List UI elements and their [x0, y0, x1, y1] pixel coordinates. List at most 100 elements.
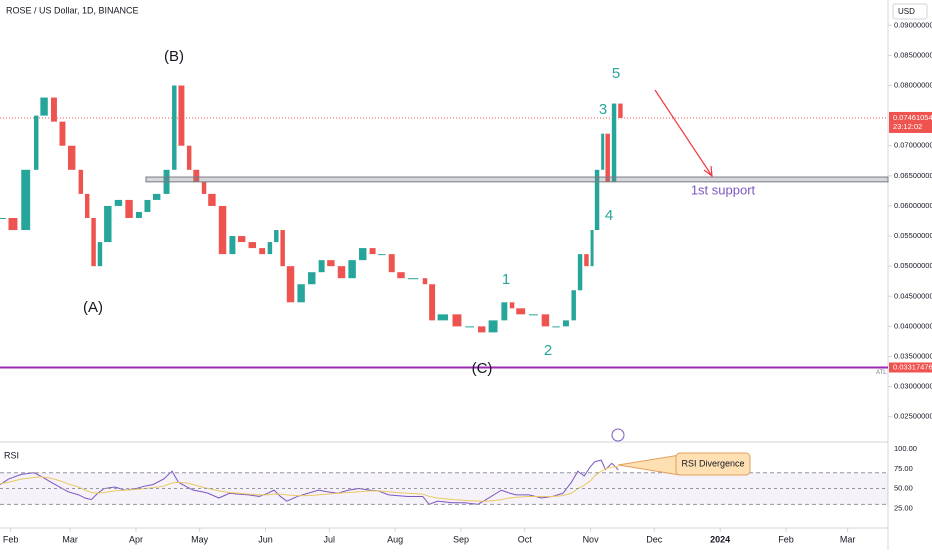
header: ROSE / US Dollar, 1D, BINANCE — [6, 5, 139, 15]
candle-body — [611, 103, 617, 182]
candle-body — [172, 85, 177, 170]
candle-body — [0, 217, 6, 219]
x-tick-label: Sep — [453, 534, 469, 544]
x-tick-label: Feb — [778, 534, 794, 544]
candle-body — [104, 205, 112, 243]
rsi-tick-label: 50.00 — [894, 484, 913, 493]
candle-body — [369, 248, 376, 255]
x-tick-label: Oct — [518, 534, 533, 544]
atl-tag — [889, 362, 932, 373]
x-tick-label: Feb — [3, 534, 19, 544]
support-label: 1st support — [691, 182, 756, 197]
candle-body — [378, 254, 386, 256]
price-tag-label: 0.07461054 — [893, 113, 932, 122]
y-tick-label: 0.06500000 — [894, 171, 932, 180]
wave-label: 3 — [599, 101, 607, 118]
candle-body — [201, 181, 207, 194]
x-tick-label: 2024 — [710, 534, 730, 544]
y-tick-label: 0.05500000 — [894, 231, 932, 240]
candle-body — [50, 97, 57, 122]
candle-body — [144, 199, 151, 212]
candle-body — [337, 266, 346, 279]
candle-body — [571, 290, 576, 321]
currency-box[interactable] — [892, 3, 928, 20]
candle-body — [78, 169, 84, 194]
x-tick-label: May — [191, 534, 209, 544]
y-tick-label: 0.05000000 — [894, 261, 932, 270]
x-tick-label: Mar — [62, 534, 78, 544]
candle-body — [125, 199, 133, 218]
rsi-tick-label: 100.00 — [894, 444, 917, 453]
candle-body — [218, 205, 227, 255]
candle-body — [67, 145, 76, 170]
y-tick-label: 0.08000000 — [894, 80, 932, 89]
candle-body — [267, 242, 273, 255]
currency: USD — [898, 7, 915, 16]
candle-body — [59, 121, 66, 146]
candle-body — [186, 145, 192, 170]
candle-body — [237, 236, 246, 243]
rsi-tick-label: 75.00 — [894, 464, 913, 473]
arrow-head — [703, 165, 713, 178]
candle-body — [193, 169, 200, 182]
y-tick-label: 0.09000000 — [894, 20, 932, 29]
y-tick-label: 0.04500000 — [894, 291, 932, 300]
candle-body — [91, 217, 96, 267]
x-tick-label: Apr — [129, 534, 143, 544]
candle-body — [516, 308, 526, 315]
arrow — [654, 89, 713, 177]
candle-body — [286, 266, 295, 303]
wave-label: (C) — [472, 360, 493, 377]
candle-body — [501, 302, 508, 321]
event-icon[interactable] — [611, 428, 625, 442]
rsi-line — [0, 459, 619, 505]
candle-body — [8, 217, 18, 231]
candle-body — [359, 248, 367, 261]
candle-body — [97, 242, 103, 267]
candle-body — [318, 260, 325, 273]
wave-label: 4 — [605, 207, 613, 224]
candle-body — [33, 115, 39, 170]
y-tick-label: 0.04000000 — [894, 321, 932, 330]
candle-body — [552, 326, 560, 328]
x-tick-label: Aug — [387, 534, 403, 544]
candle-body — [541, 314, 550, 327]
candle-body — [208, 193, 216, 206]
candle-body — [327, 260, 335, 267]
candle-body — [590, 230, 594, 267]
candle-body — [229, 236, 236, 255]
x-tick-label: Dec — [646, 534, 663, 544]
candle-body — [348, 260, 356, 279]
y-tick-label: 0.03000000 — [894, 382, 932, 391]
candle-body — [152, 193, 161, 200]
y-tick-label: 0.06000000 — [894, 201, 932, 210]
candle-body — [528, 314, 538, 316]
candle-body — [84, 193, 90, 218]
wave-label: 5 — [612, 65, 620, 82]
y-tick-label: 0.03500000 — [894, 351, 932, 360]
candle-body — [297, 284, 305, 303]
atl-tag-label: 0.03317476 — [893, 362, 932, 371]
candle-body — [452, 314, 462, 327]
y-tick-label: 0.08500000 — [894, 50, 932, 59]
countdown: 23:12:02 — [893, 122, 922, 131]
candle-body — [248, 242, 256, 249]
candle-body — [488, 320, 498, 333]
atl-tag-name: ATL — [876, 370, 887, 376]
y-tick-label: 0.02500000 — [894, 412, 932, 421]
candle-body — [422, 278, 428, 285]
candle-body — [605, 133, 610, 182]
candle-body — [21, 169, 31, 231]
candle-body — [388, 254, 395, 273]
wave-label: (B) — [164, 48, 184, 65]
candle-body — [577, 254, 583, 291]
candle-body — [584, 254, 589, 267]
wave-label: (A) — [83, 299, 103, 316]
candle-body — [429, 284, 436, 321]
candle-body — [594, 169, 600, 231]
x-tick-label: Mar — [840, 534, 856, 544]
support-zone — [145, 176, 889, 183]
candle-body — [397, 272, 405, 279]
